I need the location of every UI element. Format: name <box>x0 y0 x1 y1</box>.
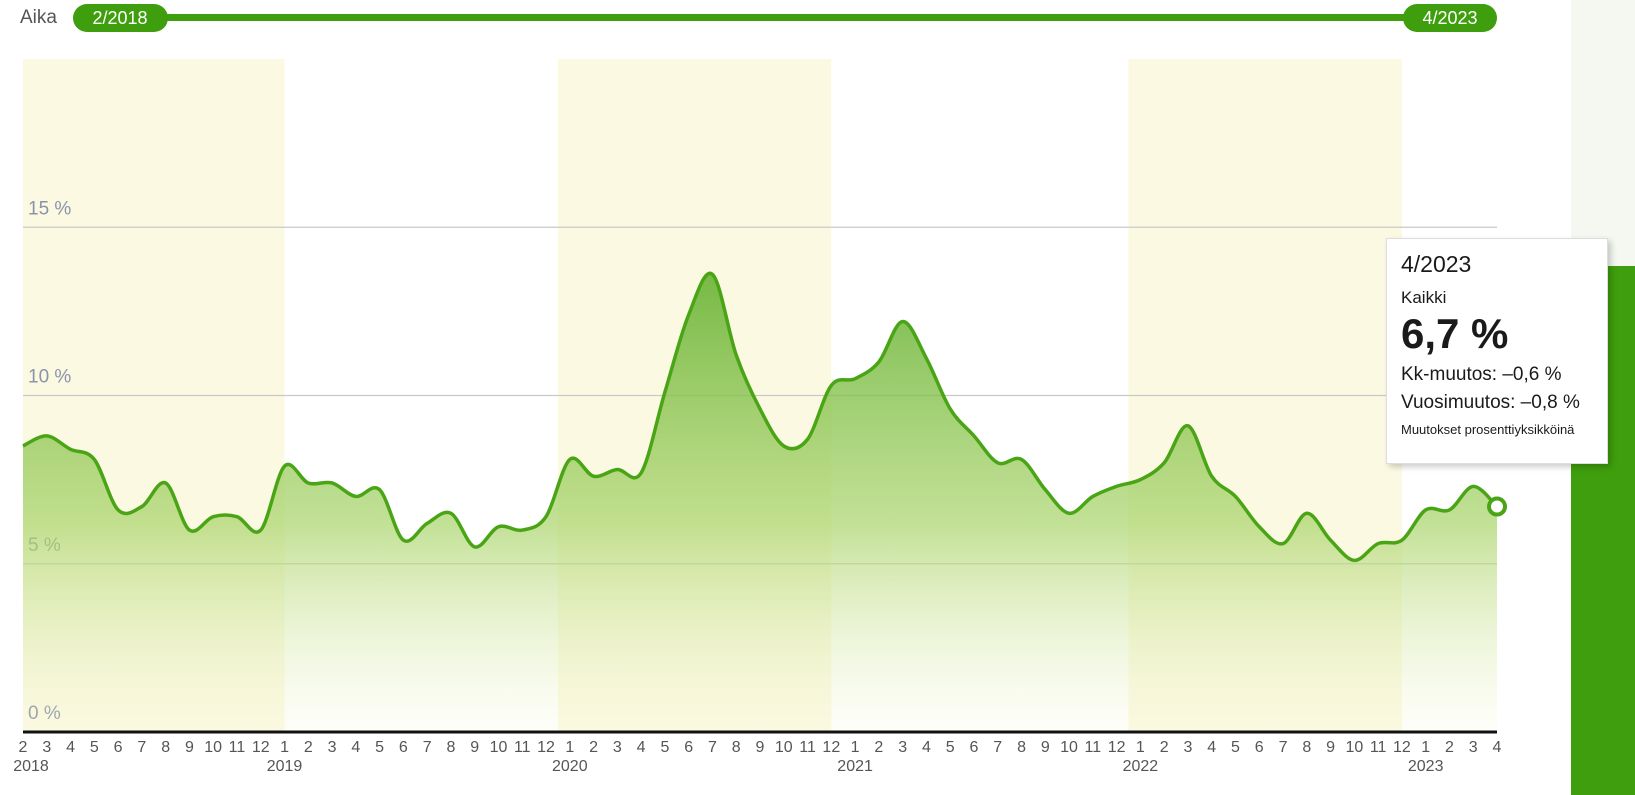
x-tick-label: 9 <box>1041 739 1050 756</box>
x-tick-label: 3 <box>1183 739 1192 756</box>
x-tick-label: 12 <box>252 739 270 756</box>
x-tick-label: 11 <box>1370 739 1387 756</box>
year-label: 2020 <box>552 758 588 775</box>
x-tick-label: 1 <box>1421 739 1430 756</box>
x-tick-label: 11 <box>1085 739 1102 756</box>
x-tick-label: 4 <box>66 739 75 756</box>
tooltip: 4/2023 Kaikki 6,7 % Kk-muutos: –0,6 % Vu… <box>1386 238 1608 464</box>
x-tick-label: 7 <box>708 739 717 756</box>
x-tick-label: 2 <box>1160 739 1169 756</box>
x-tick-label: 8 <box>1017 739 1026 756</box>
x-tick-label: 8 <box>732 739 741 756</box>
year-label: 2018 <box>13 758 49 775</box>
x-tick-label: 6 <box>1255 739 1264 756</box>
x-tick-label: 8 <box>161 739 170 756</box>
x-tick-label: 7 <box>993 739 1002 756</box>
slider-handle-end[interactable] <box>1403 4 1497 32</box>
x-tick-label: 12 <box>1108 739 1126 756</box>
x-tick-label: 10 <box>490 739 508 756</box>
y-tick-label: 15 % <box>28 198 71 219</box>
x-tick-label: 6 <box>114 739 123 756</box>
x-tick-label: 2 <box>1445 739 1454 756</box>
x-tick-label: 10 <box>775 739 793 756</box>
tooltip-date: 4/2023 <box>1401 251 1472 277</box>
x-tick-label: 4 <box>351 739 360 756</box>
x-tick-label: 5 <box>946 739 955 756</box>
x-tick-label: 1 <box>1136 739 1145 756</box>
x-tick-label: 4 <box>1493 739 1502 756</box>
x-tick-label: 3 <box>898 739 907 756</box>
x-tick-label: 11 <box>799 739 816 756</box>
x-tick-label: 11 <box>229 739 246 756</box>
x-tick-label: 8 <box>1302 739 1311 756</box>
x-tick-label: 5 <box>90 739 99 756</box>
x-tick-label: 9 <box>185 739 194 756</box>
tooltip-series: Kaikki <box>1401 288 1447 307</box>
x-tick-label: 11 <box>514 739 531 756</box>
tooltip-note: Muutokset prosenttiyksikköinä <box>1401 422 1575 437</box>
slider-label: Aika <box>20 7 57 28</box>
x-tick-label: 1 <box>851 739 860 756</box>
x-tick-label: 10 <box>1345 739 1363 756</box>
x-tick-label: 9 <box>1326 739 1335 756</box>
x-tick-label: 10 <box>1060 739 1078 756</box>
x-tick-label: 12 <box>1393 739 1411 756</box>
x-tick-label: 5 <box>660 739 669 756</box>
x-tick-label: 4 <box>1207 739 1216 756</box>
year-label: 2023 <box>1408 758 1444 775</box>
x-tick-label: 3 <box>1469 739 1478 756</box>
x-tick-label: 1 <box>280 739 289 756</box>
x-tick-label: 10 <box>204 739 222 756</box>
slider-track[interactable] <box>160 14 1405 21</box>
tooltip-monthly: Kk-muutos: –0,6 % <box>1401 364 1562 385</box>
x-tick-label: 6 <box>970 739 979 756</box>
x-tick-label: 7 <box>1279 739 1288 756</box>
end-marker <box>1487 496 1507 517</box>
slider-end: 4/2023 <box>1422 8 1477 28</box>
x-tick-label: 2 <box>304 739 313 756</box>
x-tick-label: 3 <box>328 739 337 756</box>
x-tick-label: 12 <box>822 739 840 756</box>
tooltip-value: 6,7 % <box>1401 310 1509 357</box>
x-tick-label: 3 <box>42 739 51 756</box>
x-tick-label: 8 <box>446 739 455 756</box>
x-tick-label: 7 <box>137 739 146 756</box>
year-label: 2022 <box>1123 758 1159 775</box>
x-tick-label: 2 <box>19 739 28 756</box>
area <box>23 273 1497 732</box>
x-tick-label: 4 <box>637 739 646 756</box>
y-tick-label: 10 % <box>28 367 71 388</box>
x-tick-label: 9 <box>470 739 479 756</box>
tooltip-yearly: Vuosimuutos: –0,8 % <box>1401 392 1580 413</box>
line <box>22 271 1499 563</box>
x-tick-label: 5 <box>1231 739 1240 756</box>
year-label: 2021 <box>837 758 873 775</box>
x-tick-label: 2 <box>874 739 883 756</box>
x-tick-label: 12 <box>537 739 555 756</box>
x-tick-label: 3 <box>613 739 622 756</box>
x-tick-label: 7 <box>423 739 432 756</box>
x-tick-label: 2 <box>589 739 598 756</box>
x-tick-label: 6 <box>399 739 408 756</box>
slider-handle-start[interactable] <box>73 4 168 32</box>
slider-start: 2/2018 <box>92 8 147 28</box>
x-tick-label: 5 <box>375 739 384 756</box>
x-tick-label: 6 <box>684 739 693 756</box>
year-label: 2019 <box>267 758 303 775</box>
x-tick-label: 9 <box>756 739 765 756</box>
x-tick-label: 4 <box>922 739 931 756</box>
x-tick-label: 1 <box>565 739 574 756</box>
